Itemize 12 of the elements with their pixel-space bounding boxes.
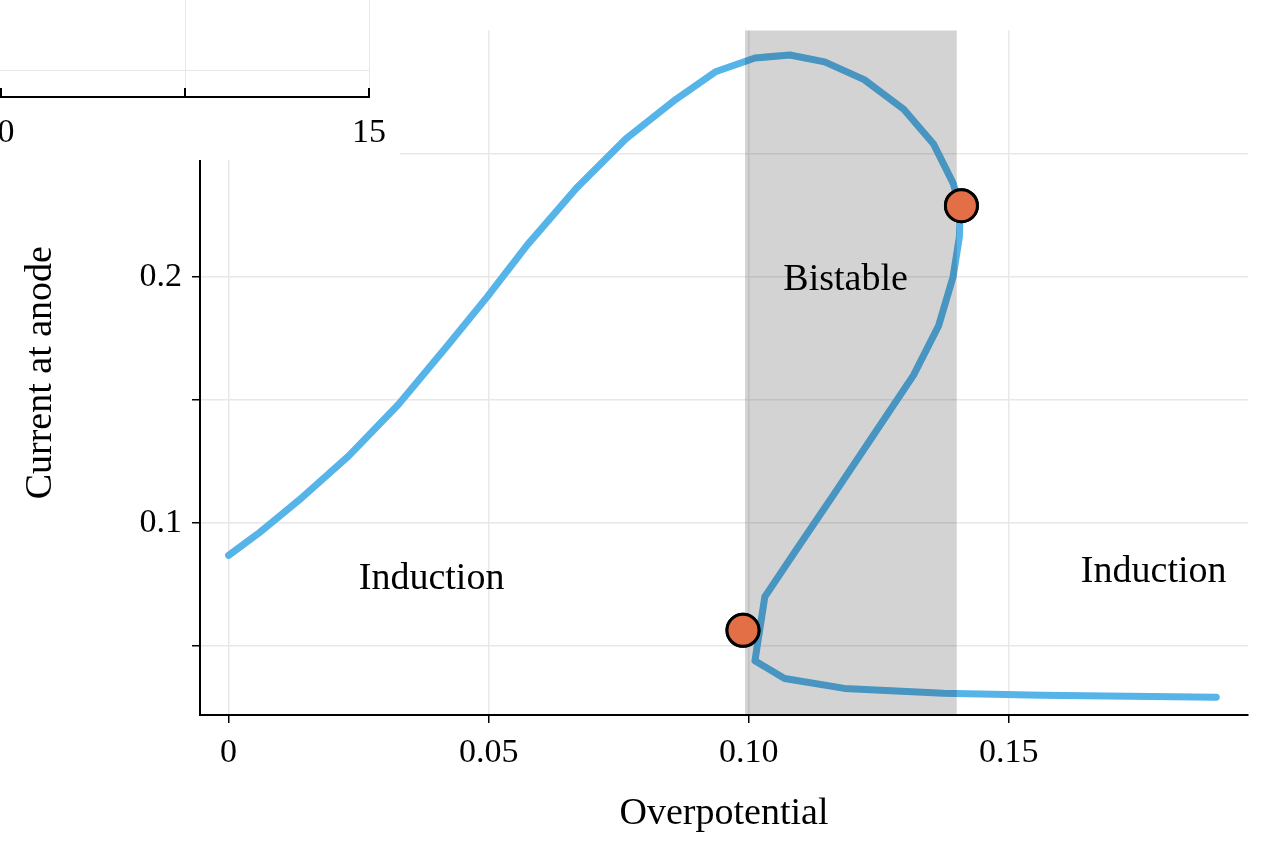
annotation: Bistable bbox=[783, 256, 908, 299]
x-tick-label: 0 bbox=[220, 732, 238, 770]
x-tick-label: 0.05 bbox=[458, 732, 519, 770]
x-axis-title: Overpotential bbox=[619, 790, 829, 833]
x-tick-label: 0.15 bbox=[979, 732, 1039, 770]
annotation: Induction bbox=[358, 554, 505, 597]
y-axis-title: Current at anode bbox=[16, 246, 59, 500]
y-tick-label: 0.2 bbox=[139, 255, 182, 293]
x-tick-label: 0.10 bbox=[718, 732, 779, 770]
annotation: Induction bbox=[1080, 547, 1227, 590]
annotation: 15 bbox=[352, 112, 386, 150]
y-tick-label: 0.1 bbox=[139, 501, 182, 539]
